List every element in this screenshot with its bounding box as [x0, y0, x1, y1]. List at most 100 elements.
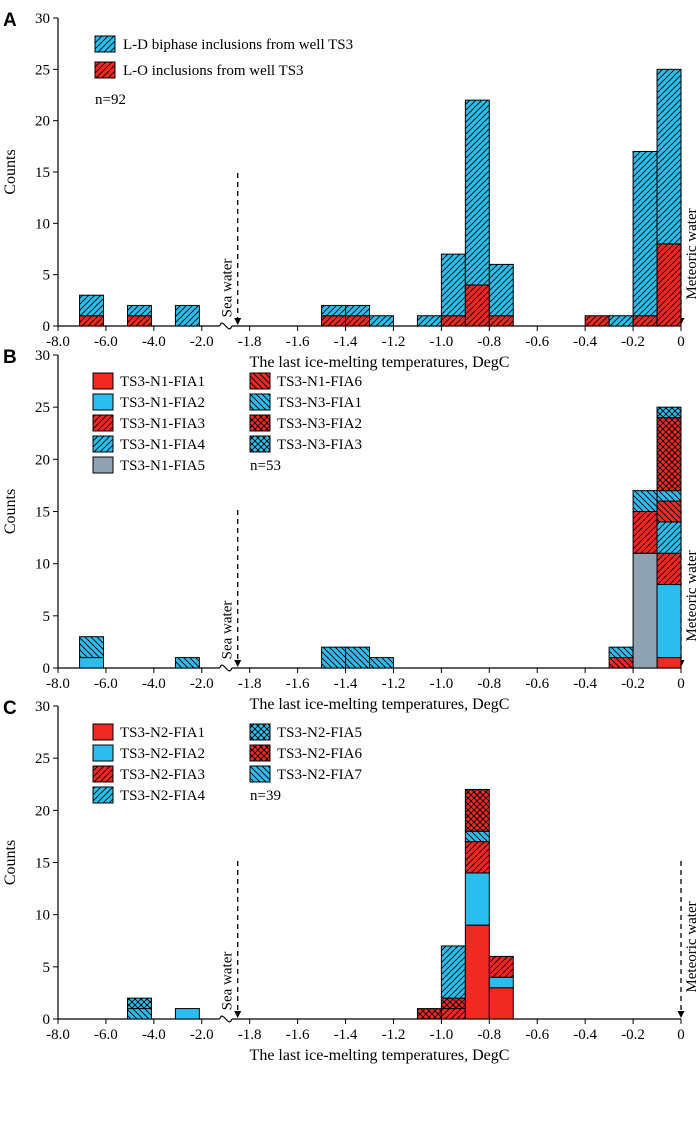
x-tick-label: -1.4 [334, 676, 358, 692]
x-tick-label: -1.4 [334, 1027, 358, 1043]
legend-swatch [92, 372, 114, 390]
y-tick-label: 25 [35, 62, 50, 78]
bar [369, 657, 394, 669]
bar [440, 253, 466, 327]
bar-segment [656, 406, 682, 419]
meteoric-water-label: Meteoric water [684, 208, 699, 299]
x-tick-label: -8.0 [46, 334, 70, 350]
y-tick-label: 20 [35, 803, 50, 819]
legend: L-D biphase inclusions from well TS3 L-O … [94, 35, 353, 108]
axis-break [219, 1015, 233, 1023]
bar-segment [440, 945, 466, 999]
x-axis-label: The last ice-melting temperatures, DegC [250, 696, 510, 713]
x-tick-label: -1.6 [286, 1027, 310, 1043]
bar [174, 1008, 200, 1020]
y-tick-label: 30 [35, 11, 50, 27]
bar-segment [126, 315, 152, 327]
x-tick-label: -0.8 [477, 1027, 501, 1043]
panel-letter: C [3, 698, 17, 719]
y-tick-label: 15 [35, 165, 50, 181]
y-tick-label: 0 [43, 1012, 51, 1028]
legend-swatch [92, 435, 114, 453]
bar [464, 788, 490, 1020]
bar [345, 304, 370, 327]
bar-segment [79, 636, 105, 659]
legend-label: TS3-N2-FIA3 [120, 767, 205, 783]
x-tick-label: -1.8 [238, 1027, 262, 1043]
bar-segment [656, 521, 682, 554]
bar-segment [464, 99, 490, 286]
arrow-head [677, 1011, 685, 1018]
bar-segment [608, 646, 634, 659]
y-tick-label: 20 [35, 114, 50, 130]
y-tick-label: 20 [35, 452, 50, 468]
y-axis-label: Counts [2, 149, 19, 194]
bar-segment [632, 511, 658, 554]
sea-water-label: Sea water [220, 601, 236, 660]
x-tick-label: -1.2 [382, 1027, 406, 1043]
legend-label: L-O inclusions from well TS3 [123, 63, 304, 79]
bar-segment [440, 315, 466, 327]
x-tick-label: -1.8 [238, 676, 262, 692]
legend-label: TS3-N2-FIA6 [277, 746, 362, 762]
legend-label: TS3-N1-FIA4 [120, 437, 205, 453]
legend-label: TS3-N2-FIA2 [120, 746, 205, 762]
bar [608, 315, 634, 327]
legend-swatch [92, 744, 114, 762]
bar-segment [584, 315, 610, 327]
bar [345, 646, 370, 669]
legend-swatch [94, 61, 116, 79]
legend-label: TS3-N2-FIA5 [277, 725, 362, 741]
legend-swatch [249, 744, 271, 762]
panel-letter: B [3, 347, 17, 368]
y-tick-label: 10 [35, 557, 50, 573]
legend-swatch [92, 393, 114, 411]
x-tick-label: -0.2 [621, 334, 645, 350]
legend-label: TS3-N2-FIA4 [120, 788, 205, 804]
y-tick-label: 15 [35, 856, 50, 872]
legend-label: TS3-N3-FIA2 [277, 416, 362, 432]
x-tick-label: -1.2 [382, 334, 406, 350]
y-axis-label: Counts [2, 489, 19, 534]
x-tick-label: -0.4 [573, 334, 597, 350]
x-tick-label: -1.2 [382, 676, 406, 692]
y-tick-label: 15 [35, 505, 50, 521]
x-tick-label: -8.0 [46, 676, 70, 692]
panel-C: C 0 5 10 15 20 25 30 Counts -8.0 -6.0 -4.0 -2.0 -1.8 -… [2, 698, 699, 1064]
legend-swatch [249, 723, 271, 741]
x-tick-label: -6.0 [94, 334, 118, 350]
y-tick-label: 25 [35, 751, 50, 767]
legend-swatch [92, 414, 114, 432]
x-tick-label: -0.2 [621, 676, 645, 692]
legend-label: L-D biphase inclusions from well TS3 [123, 37, 353, 53]
x-tick-label: -4.0 [142, 676, 166, 692]
x-tick-label: -1.6 [286, 334, 310, 350]
bar-segment [464, 872, 490, 926]
bar-segment [488, 955, 514, 978]
bar-segment [656, 584, 682, 659]
meteoric-water-label: Meteoric water [684, 550, 699, 641]
n-label: n=39 [250, 788, 281, 804]
x-tick-label: -0.8 [477, 676, 501, 692]
bar-segment [369, 315, 394, 327]
arrow-head [234, 318, 242, 325]
bar [632, 150, 658, 327]
bar-segment [345, 315, 370, 327]
y-tick-label: 5 [43, 268, 51, 284]
bar [321, 304, 347, 327]
bar-segment [656, 417, 682, 492]
bar [656, 406, 682, 669]
x-tick-label: 0 [677, 334, 685, 350]
legend-swatch [92, 765, 114, 783]
bar [369, 315, 394, 327]
y-tick-label: 25 [35, 400, 50, 416]
x-tick-label: -0.2 [621, 1027, 645, 1043]
bar-segment [440, 1008, 466, 1020]
bar-segment [488, 263, 514, 317]
legend-swatch [92, 786, 114, 804]
x-tick-label: -2.0 [190, 1027, 214, 1043]
x-tick-label: -6.0 [94, 676, 118, 692]
bar [440, 945, 466, 1020]
y-tick-label: 30 [35, 699, 50, 715]
bar [174, 304, 200, 327]
